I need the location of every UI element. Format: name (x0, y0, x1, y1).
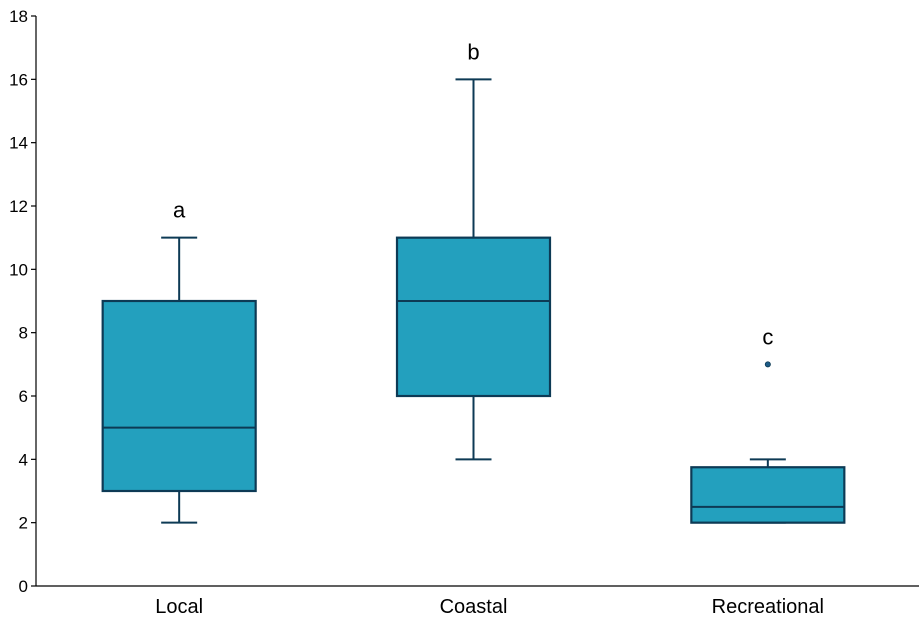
axes (31, 15, 919, 587)
x-category-label: Recreational (712, 596, 824, 617)
y-tick-label: 0 (19, 577, 28, 596)
iqr-box (690, 466, 846, 524)
boxes (101, 78, 846, 524)
y-tick-label: 6 (19, 387, 28, 406)
y-tick-label: 2 (19, 514, 28, 533)
significance-label: b (467, 39, 479, 64)
y-tick-label: 12 (9, 197, 28, 216)
y-tick-label: 10 (9, 260, 28, 279)
x-category-label: Local (155, 596, 203, 617)
y-tick-label: 14 (9, 134, 28, 153)
y-tick-label: 16 (9, 70, 28, 89)
iqr-box (101, 299, 257, 493)
y-tick-label: 4 (19, 450, 28, 469)
box-coastal (395, 78, 552, 461)
box-local (101, 236, 257, 524)
y-tick-label: 18 (9, 7, 28, 26)
significance-label: a (173, 198, 186, 223)
x-category-label: Coastal (440, 596, 508, 617)
box-recreational (690, 361, 846, 524)
y-tick-label: 8 (19, 324, 28, 343)
labels: 0 2 4 6 8 10 12 14 16 18 a Local b Coastal c Recreation… (9, 7, 824, 617)
iqr-box (395, 236, 552, 398)
significance-label: c (762, 324, 773, 349)
outlier-point (764, 361, 771, 368)
